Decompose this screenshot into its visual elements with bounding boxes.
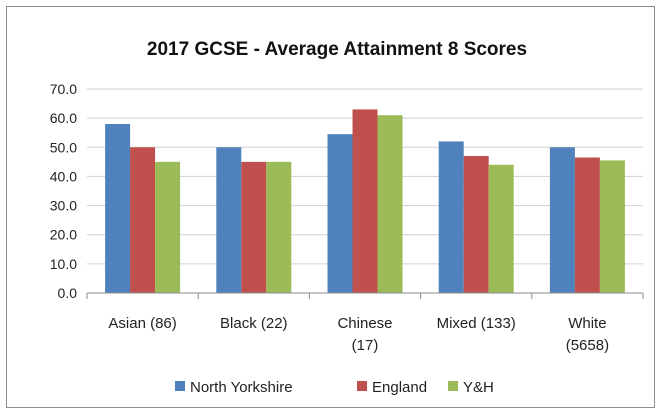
bar xyxy=(377,115,403,293)
chart-frame: 2017 GCSE - Average Attainment 8 Scores … xyxy=(6,6,655,408)
bar xyxy=(105,123,131,293)
x-tick-label: Mixed (133) xyxy=(437,315,516,332)
bar xyxy=(352,109,378,294)
legend: North Yorkshire England Y&H xyxy=(175,379,494,396)
bar xyxy=(241,161,267,293)
legend-swatch xyxy=(357,381,367,391)
bar xyxy=(574,157,600,293)
legend-label: Y&H xyxy=(463,379,494,396)
x-tick-label: White xyxy=(568,315,606,332)
y-tick-label: 70.0 xyxy=(50,81,77,97)
x-tick-label: Chinese xyxy=(337,315,392,332)
legend-swatch xyxy=(175,381,185,391)
x-axis-labels: Asian (86) Black (22) Chinese (17) Mixed (13… xyxy=(108,315,609,354)
bar xyxy=(130,147,156,293)
x-tick-label: Black (22) xyxy=(220,315,288,332)
x-axis xyxy=(86,292,644,299)
bar xyxy=(266,161,292,293)
y-tick-label: 50.0 xyxy=(50,139,77,155)
bar xyxy=(488,164,514,293)
y-tick-label: 20.0 xyxy=(50,227,77,243)
x-tick-label: (5658) xyxy=(566,337,609,354)
chart-title: 2017 GCSE - Average Attainment 8 Scores xyxy=(147,39,527,60)
y-tick-label: 0.0 xyxy=(58,285,78,301)
y-tick-label: 40.0 xyxy=(50,168,77,184)
y-tick-label: 30.0 xyxy=(50,198,77,214)
bar xyxy=(216,147,242,293)
legend-label: England xyxy=(372,379,427,396)
bar xyxy=(599,160,625,293)
bars xyxy=(105,109,625,294)
y-axis-ticks: 0.0 10.0 20.0 30.0 40.0 50.0 60.0 70.0 xyxy=(50,81,77,301)
chart-svg: 2017 GCSE - Average Attainment 8 Scores … xyxy=(50,39,644,396)
legend-swatch xyxy=(448,381,458,391)
bar xyxy=(463,156,489,293)
x-tick-label: Asian (86) xyxy=(108,315,176,332)
bar xyxy=(438,141,464,293)
bar xyxy=(327,134,353,293)
y-tick-label: 10.0 xyxy=(50,256,77,272)
bar xyxy=(155,161,181,293)
legend-label: North Yorkshire xyxy=(190,379,293,396)
x-tick-label: (17) xyxy=(352,337,379,354)
bar xyxy=(549,147,575,293)
y-tick-label: 60.0 xyxy=(50,110,77,126)
